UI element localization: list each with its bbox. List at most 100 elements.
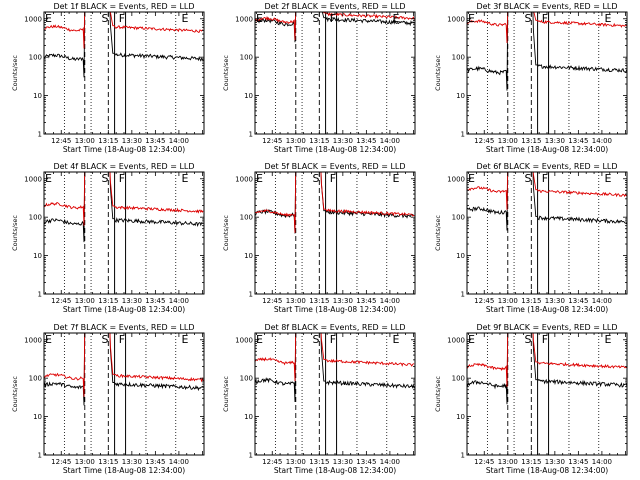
segment-marker-label: F [119, 12, 125, 25]
segment-marker-label: S [312, 333, 319, 346]
x-tick-label: 13:15 [98, 297, 118, 305]
panel-title: Det 1f BLACK = Events, RED = LLD [53, 2, 194, 11]
segment-marker-label: S [524, 172, 531, 185]
x-tick-label: 13:45 [356, 458, 376, 466]
x-axis-label: Start Time (18-Aug-08 12:34:00) [486, 145, 608, 154]
panel-title: Det 3f BLACK = Events, RED = LLD [476, 2, 617, 11]
x-tick-label: 13:00 [75, 297, 95, 305]
x-tick-label: 12:45 [474, 458, 494, 466]
segment-marker-label: S [101, 333, 108, 346]
y-tick-label: 100 [452, 54, 465, 62]
series-group [44, 12, 204, 78]
events-series [44, 333, 204, 406]
x-tick-label: 13:30 [333, 137, 353, 145]
events-series [467, 12, 627, 91]
segment-marker-label: F [330, 12, 336, 25]
events-series [255, 172, 415, 234]
y-axis-label: Counts/sec [434, 55, 442, 91]
lld-series [255, 172, 415, 233]
x-tick-label: 13:15 [98, 458, 118, 466]
x-tick-label: 13:45 [568, 297, 588, 305]
x-tick-label: 12:45 [51, 137, 71, 145]
x-tick-label: 12:45 [262, 458, 282, 466]
series-group [255, 12, 415, 43]
x-axis-label: Start Time (18-Aug-08 12:34:00) [63, 466, 185, 475]
series-group [255, 333, 415, 403]
y-axis-label: Counts/sec [11, 55, 19, 91]
x-tick-label: 14:00 [169, 297, 189, 305]
lld-series [44, 333, 204, 397]
series-group [44, 333, 204, 406]
segment-marker-label: E [45, 333, 52, 346]
x-tick-label: 13:30 [545, 137, 565, 145]
y-tick-label: 1000 [235, 175, 253, 183]
segment-marker-label: E [45, 12, 52, 25]
x-tick-label: 13:00 [498, 137, 518, 145]
plot-frame [43, 332, 205, 456]
y-tick-label: 1000 [24, 175, 42, 183]
x-axis-label: Start Time (18-Aug-08 12:34:00) [486, 305, 608, 314]
y-tick-label: 1 [38, 452, 42, 460]
y-tick-label: 1 [461, 291, 465, 299]
segment-marker-label: F [330, 333, 336, 346]
x-tick-label: 12:45 [262, 137, 282, 145]
plot-frame [254, 171, 416, 295]
segment-marker-label: E [256, 172, 263, 185]
y-tick-label: 100 [452, 375, 465, 383]
series-group [467, 333, 627, 405]
x-tick-label: 12:45 [51, 297, 71, 305]
x-tick-label: 13:30 [333, 297, 353, 305]
x-tick-label: 13:00 [498, 458, 518, 466]
x-axis-label: Start Time (18-Aug-08 12:34:00) [274, 466, 396, 475]
x-tick-label: 13:45 [145, 458, 165, 466]
y-axis-label: Counts/sec [222, 215, 230, 251]
segment-marker-label: F [542, 12, 548, 25]
x-tick-label: 13:15 [521, 458, 541, 466]
segment-marker-label: E [604, 333, 611, 346]
y-tick-label: 1000 [447, 15, 465, 23]
y-tick-label: 1000 [447, 336, 465, 344]
y-tick-label: 1 [249, 291, 253, 299]
y-tick-label: 100 [240, 375, 253, 383]
y-tick-label: 1000 [447, 175, 465, 183]
series-group [44, 172, 204, 243]
segment-marker-label: E [256, 333, 263, 346]
y-tick-label: 100 [29, 214, 42, 222]
plot-frame [43, 171, 205, 295]
segment-marker-label: E [604, 12, 611, 25]
x-tick-label: 13:45 [145, 137, 165, 145]
plot-frame [466, 11, 628, 135]
y-tick-label: 10 [244, 92, 253, 100]
y-tick-label: 1 [38, 131, 42, 139]
segment-marker-label: E [256, 12, 263, 25]
x-tick-label: 13:45 [568, 137, 588, 145]
lld-series [44, 172, 204, 226]
plot-frame [466, 332, 628, 456]
plot-frame [254, 332, 416, 456]
y-tick-label: 10 [456, 92, 465, 100]
y-tick-label: 1000 [235, 15, 253, 23]
plot-frame [466, 171, 628, 295]
x-axis-label: Start Time (18-Aug-08 12:34:00) [486, 466, 608, 475]
segment-marker-label: E [468, 333, 475, 346]
events-series [255, 333, 415, 403]
lld-series [467, 333, 627, 387]
y-tick-label: 10 [456, 252, 465, 260]
y-tick-label: 10 [33, 252, 42, 260]
lld-series [44, 12, 204, 49]
x-tick-label: 13:15 [98, 137, 118, 145]
x-axis-label: Start Time (18-Aug-08 12:34:00) [274, 305, 396, 314]
y-axis-label: Counts/sec [11, 215, 19, 251]
segment-marker-label: S [101, 12, 108, 25]
panel-title: Det 7f BLACK = Events, RED = LLD [53, 323, 194, 332]
segment-marker-label: E [392, 12, 399, 25]
segment-marker-label: E [468, 172, 475, 185]
